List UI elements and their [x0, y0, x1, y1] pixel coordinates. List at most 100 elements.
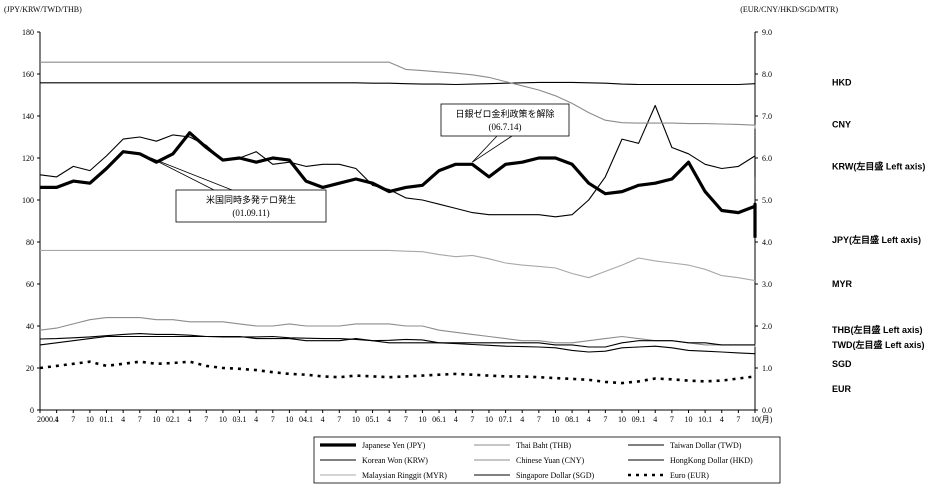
series-end-label: TWD(左目盛 Left axis) — [832, 339, 925, 350]
series-line-3 — [39, 335, 755, 348]
x-tick-label: 4 — [121, 415, 125, 424]
x-tick-label: 4 — [587, 415, 591, 424]
y-left-tick-label: 100 — [22, 196, 34, 205]
series-line-1 — [39, 104, 756, 218]
x-tick-label: 7 — [204, 415, 208, 424]
x-tick-label: 4 — [653, 415, 657, 424]
y-right-tick-label: 3.0 — [762, 280, 772, 289]
legend-label: HongKong Dollar (HKD) — [670, 456, 753, 465]
annotation-text: (01.09.11) — [232, 208, 269, 218]
series-line-5 — [40, 61, 756, 129]
x-tick-label: 10.1 — [698, 415, 712, 424]
y-right-tick-label: 6.0 — [762, 154, 772, 163]
series-end-label: CNY — [832, 119, 851, 129]
series-end-label: KRW(左目盛 Left axis) — [832, 160, 925, 171]
legend-box — [313, 436, 781, 484]
annotation-box — [440, 103, 570, 137]
x-tick-label: 4 — [55, 415, 59, 424]
annotation-text: 米国同時多発テロ発生 — [206, 194, 296, 205]
y-right-tick-label: 9.0 — [762, 28, 772, 37]
series-line-8 — [39, 360, 757, 385]
x-tick-label: 10 — [152, 415, 160, 424]
annotation-pointer — [150, 157, 233, 191]
series-end-label: MYR — [832, 279, 853, 289]
x-tick-label: 4 — [454, 415, 458, 424]
x-tick-label: 08.1 — [565, 415, 579, 424]
legend-label: Euro (EUR) — [670, 471, 709, 480]
x-tick-label: 10 — [418, 415, 426, 424]
x-tick-label: 06.1 — [432, 415, 446, 424]
x-tick-label: 10 — [219, 415, 227, 424]
x-tick-label: 7 — [670, 415, 674, 424]
x-tick-label: 10 — [485, 415, 493, 424]
y-left-tick-label: 160 — [22, 70, 34, 79]
x-tick-label: 7 — [71, 415, 75, 424]
series-end-label: THB(左目盛 Left axis) — [832, 324, 923, 335]
y-left-tick-label: 60 — [26, 280, 34, 289]
y-right-tick-label: 7.0 — [762, 112, 772, 121]
x-tick-label: 01.1 — [100, 415, 114, 424]
left-unit-label: (JPY/KRW/TWD/THB) — [4, 5, 82, 14]
y-left-tick-label: 40 — [26, 322, 34, 331]
legend-label: Chinese Yuan (CNY) — [516, 456, 584, 465]
x-tick-label: 4 — [720, 415, 724, 424]
series-end-label: HKD — [832, 77, 852, 87]
legend-label: Korean Won (KRW) — [362, 456, 428, 465]
y-left-tick-label: 180 — [22, 28, 34, 37]
x-tick-label: 4 — [387, 415, 391, 424]
y-right-tick-label: 0.0 — [762, 406, 772, 415]
x-tick-label: 10 — [618, 415, 626, 424]
x-tick-label: 10 — [352, 415, 360, 424]
x-tick-label: 10 — [285, 415, 293, 424]
x-tick-label: 4 — [254, 415, 258, 424]
series-end-label: EUR — [832, 384, 852, 394]
legend-label: Thai Baht (THB) — [516, 441, 571, 450]
legend-label: Japanese Yen (JPY) — [362, 441, 426, 450]
y-right-tick-label: 1.0 — [762, 364, 772, 373]
x-tick-label: 4 — [188, 415, 192, 424]
y-left-tick-label: 0 — [30, 406, 34, 415]
series-line-6 — [40, 249, 756, 282]
x-tick-label: 7 — [470, 415, 474, 424]
y-left-tick-label: 140 — [22, 112, 34, 121]
annotation-text: 日銀ゼロ金利政策を解除 — [455, 108, 554, 119]
x-tick-label: 7 — [537, 415, 541, 424]
x-tick-label: 09.1 — [632, 415, 646, 424]
series-line-7 — [39, 333, 756, 355]
y-left-tick-label: 80 — [26, 238, 34, 247]
x-tick-label: 2000.1 — [37, 415, 59, 424]
y-left-tick-label: 120 — [22, 154, 34, 163]
annotation-pointer — [472, 135, 513, 163]
x-tick-label: 7 — [404, 415, 408, 424]
annotation-box — [175, 189, 327, 223]
x-tick-label: 4 — [520, 415, 524, 424]
x-tick-label: 04.1 — [299, 415, 313, 424]
y-right-tick-label: 8.0 — [762, 70, 772, 79]
x-tick-label: 7 — [138, 415, 142, 424]
series-line-0 — [40, 131, 757, 238]
x-unit-label: (月) — [759, 415, 773, 424]
x-tick-label: 07.1 — [499, 415, 513, 424]
annotation-text: (06.7.14) — [489, 122, 522, 132]
y-right-tick-label: 2.0 — [762, 322, 772, 331]
x-tick-label: 7 — [271, 415, 275, 424]
x-tick-label: 10 — [684, 415, 692, 424]
x-tick-label: 7 — [736, 415, 740, 424]
x-tick-label: 10 — [751, 415, 759, 424]
y-left-tick-label: 20 — [26, 364, 34, 373]
legend-label: Malaysian Ringgit (MYR) — [362, 471, 447, 480]
x-tick-label: 05.1 — [366, 415, 380, 424]
series-end-label: JPY(左目盛 Left axis) — [832, 234, 921, 245]
y-right-tick-label: 4.0 — [762, 238, 772, 247]
series-end-label: SGD — [832, 359, 852, 369]
x-tick-label: 4 — [321, 415, 325, 424]
legend-label: Taiwan Dollar (TWD) — [670, 441, 742, 450]
x-tick-label: 03.1 — [233, 415, 247, 424]
y-right-tick-label: 5.0 — [762, 196, 772, 205]
x-tick-label: 02.1 — [166, 415, 180, 424]
x-tick-label: 7 — [603, 415, 607, 424]
x-tick-label: 10 — [551, 415, 559, 424]
right-unit-label: (EUR/CNY/HKD/SGD/MTR) — [740, 5, 838, 14]
